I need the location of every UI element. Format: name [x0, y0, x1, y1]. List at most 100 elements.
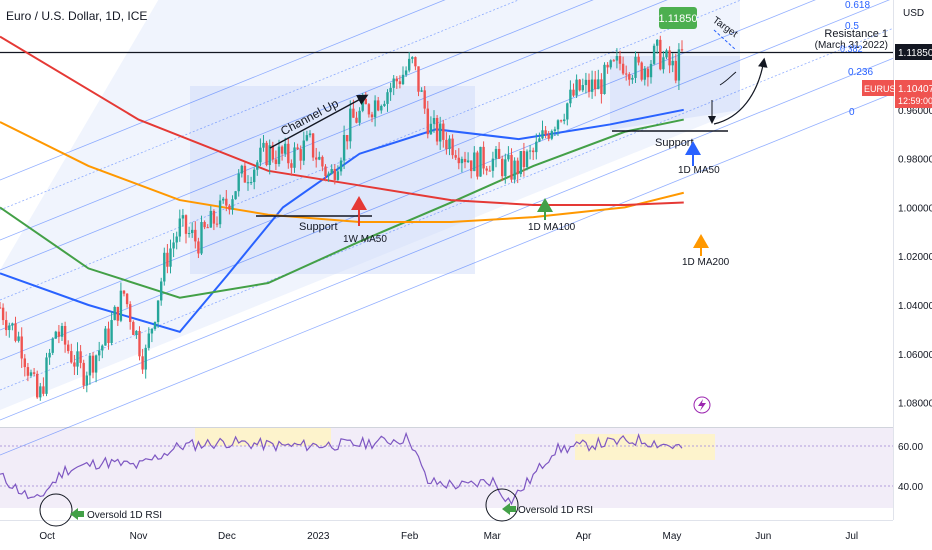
- candle-body: [414, 57, 417, 67]
- ma-line-1w-ma50: [0, 35, 684, 206]
- candle-body: [327, 173, 330, 177]
- candle-body: [662, 57, 665, 70]
- candle-body: [656, 39, 659, 46]
- candle-body: [519, 151, 522, 175]
- candle-body: [209, 210, 212, 228]
- candle-body: [104, 328, 107, 346]
- candle-body: [575, 79, 578, 96]
- candle-body: [110, 320, 113, 343]
- candle-body: [373, 100, 377, 118]
- candle-body: [612, 60, 615, 62]
- candle-body: [525, 151, 529, 168]
- candle-body: [1, 307, 5, 321]
- chart-title: Euro / U.S. Dollar, 1D, ICE: [6, 9, 148, 23]
- candle-body: [63, 326, 67, 345]
- candle-body: [14, 323, 17, 341]
- candle-body: [547, 134, 550, 139]
- candle-body: [246, 182, 250, 184]
- ma50-arrow-icon: [685, 141, 701, 166]
- target-price-box: [659, 7, 697, 29]
- candle-body: [277, 146, 281, 164]
- candle-body: [172, 242, 175, 249]
- candle-body: [166, 252, 169, 267]
- candle-body: [491, 158, 495, 171]
- candle-body: [262, 142, 265, 148]
- candle-body: [674, 60, 677, 81]
- candle-body: [411, 57, 414, 59]
- candle-body: [315, 157, 318, 160]
- candle-body: [5, 320, 8, 331]
- candle-body: [274, 159, 278, 164]
- candle-body: [156, 300, 160, 322]
- candle-body: [535, 141, 538, 153]
- rsi-line: [0, 431, 683, 506]
- candle-body: [336, 171, 340, 180]
- oversold-arrow-icon-1: [70, 508, 84, 520]
- candle-body: [361, 98, 364, 111]
- price-tick: 1.04000: [898, 301, 932, 312]
- time-axis[interactable]: Oct Nov Dec 2023 Feb Mar Apr May Jun Jul: [39, 531, 858, 542]
- candle-body: [572, 89, 575, 96]
- candle-body: [342, 135, 346, 161]
- candle-body: [559, 120, 563, 122]
- candle-body: [652, 45, 656, 64]
- candle-body: [634, 56, 637, 78]
- price-tick: 0.98000: [898, 155, 932, 166]
- candle-body: [138, 330, 141, 357]
- candle-body: [29, 372, 33, 376]
- candle-body: [603, 64, 606, 95]
- candle-body: [556, 120, 560, 130]
- candle-body: [609, 60, 612, 68]
- price-axis[interactable]: 1.08000 1.06000 1.04000 1.02000 1.00000 0.980…: [898, 106, 932, 410]
- candle-body: [646, 68, 650, 78]
- oversold-label-1: Oversold 1D RSI: [87, 510, 162, 521]
- candle-body: [621, 63, 625, 74]
- channel-line: [0, 0, 446, 181]
- candle-body: [321, 156, 324, 167]
- candle-body: [439, 123, 442, 142]
- candle-body: [253, 169, 256, 183]
- candle-body: [305, 135, 309, 141]
- candle-body: [637, 56, 640, 63]
- candle-body: [135, 330, 138, 335]
- candle-body: [318, 156, 321, 160]
- candle-body: [308, 133, 312, 136]
- channel-line: [0, 57, 894, 421]
- level-price-label: 1.11850: [898, 48, 932, 59]
- symbol-tag: [862, 80, 894, 96]
- candle-body: [11, 323, 14, 326]
- candle-body: [268, 145, 271, 165]
- candle-body: [485, 168, 488, 171]
- candle-body: [349, 108, 352, 142]
- candle-body: [212, 210, 216, 224]
- candle-body: [380, 105, 383, 111]
- candle-body: [284, 143, 287, 154]
- candle-body: [42, 386, 45, 394]
- candle-body: [358, 110, 361, 123]
- oversold-circle-1: [39, 493, 73, 527]
- candle-body: [218, 200, 222, 225]
- projection-arrow-up: [719, 71, 737, 86]
- candle-body: [587, 79, 591, 92]
- fib-0618: 0.618: [845, 0, 870, 11]
- candle-body: [510, 154, 513, 180]
- candle-body: [522, 151, 526, 168]
- candle-body: [82, 362, 85, 386]
- channel-line: [0, 0, 520, 211]
- time-tick: May: [663, 531, 682, 542]
- fib-05: 0.5: [845, 21, 859, 32]
- channel-line: [0, 0, 742, 301]
- candle-body: [67, 344, 70, 352]
- rsi-highlight-1: [195, 428, 331, 446]
- candle-body: [125, 293, 129, 305]
- candle-body: [423, 90, 426, 109]
- candle-body: [501, 158, 504, 177]
- countdown-label: 12:59:00: [898, 96, 932, 106]
- candle-body: [597, 79, 600, 90]
- channel-fill: [0, 0, 740, 410]
- support-label-2: Support: [655, 137, 694, 149]
- candle-body: [184, 215, 188, 234]
- candle-body: [160, 281, 163, 301]
- candle-body: [240, 165, 243, 174]
